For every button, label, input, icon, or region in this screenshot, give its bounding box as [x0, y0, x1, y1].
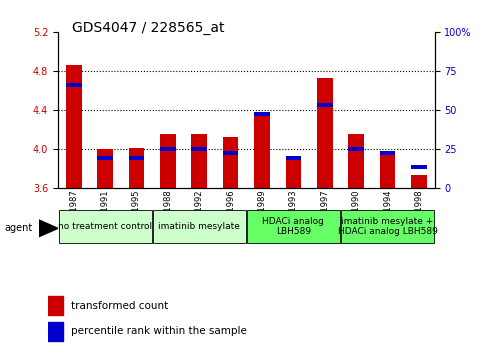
Bar	[97, 156, 113, 160]
FancyBboxPatch shape	[341, 210, 434, 243]
Bar	[66, 65, 82, 188]
Bar	[128, 148, 144, 188]
Text: GDS4047 / 228565_at: GDS4047 / 228565_at	[72, 21, 225, 35]
Bar	[97, 149, 113, 188]
Bar	[254, 112, 270, 188]
Bar	[411, 175, 427, 188]
Text: agent: agent	[5, 223, 33, 233]
Bar	[348, 147, 364, 151]
Bar	[317, 78, 333, 188]
Bar	[160, 134, 176, 188]
Bar	[66, 83, 82, 87]
Bar	[285, 156, 301, 160]
Text: no treatment control: no treatment control	[58, 222, 152, 231]
Bar	[160, 147, 176, 151]
Bar	[411, 165, 427, 169]
Bar	[254, 113, 270, 116]
FancyBboxPatch shape	[58, 210, 152, 243]
Bar	[48, 322, 63, 341]
FancyBboxPatch shape	[247, 210, 340, 243]
Bar	[380, 152, 396, 155]
Bar	[191, 147, 207, 151]
Text: imatinib mesylate +
HDACi analog LBH589: imatinib mesylate + HDACi analog LBH589	[338, 217, 438, 236]
Bar	[285, 160, 301, 188]
Bar	[128, 156, 144, 160]
Text: HDACi analog
LBH589: HDACi analog LBH589	[262, 217, 325, 236]
Text: imatinib mesylate: imatinib mesylate	[158, 222, 240, 231]
Bar	[48, 296, 63, 315]
Bar	[223, 137, 239, 188]
Bar	[348, 134, 364, 188]
Bar	[317, 103, 333, 107]
Bar	[380, 152, 396, 188]
Text: transformed count: transformed count	[71, 301, 168, 311]
Text: percentile rank within the sample: percentile rank within the sample	[71, 326, 247, 336]
Polygon shape	[39, 220, 58, 237]
FancyBboxPatch shape	[153, 210, 246, 243]
Bar	[191, 134, 207, 188]
Bar	[223, 152, 239, 155]
